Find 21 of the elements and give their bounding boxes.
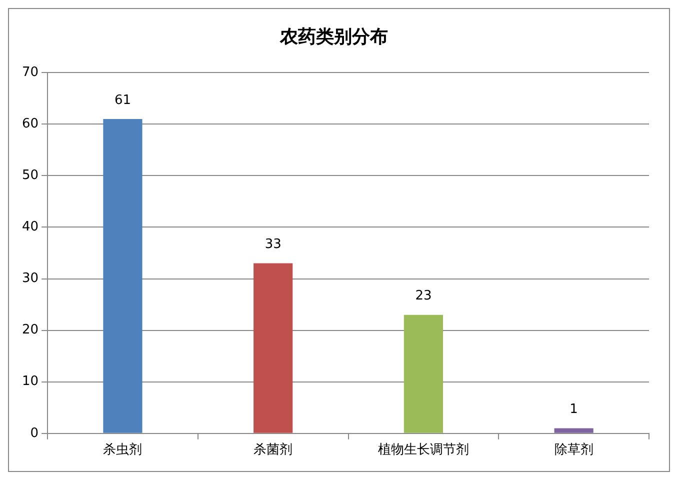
y-tick-label: 0 bbox=[30, 426, 39, 441]
bar bbox=[103, 118, 142, 433]
y-tick-label: 30 bbox=[22, 271, 39, 286]
y-tick-label: 10 bbox=[22, 374, 39, 390]
chart-title: 农药类别分布 bbox=[279, 26, 388, 48]
y-tick-label: 70 bbox=[22, 64, 39, 80]
bar bbox=[554, 428, 594, 433]
x-tick-label: 杀虫剂 bbox=[103, 442, 142, 458]
bar bbox=[404, 314, 443, 433]
y-tick-label: 40 bbox=[22, 220, 39, 235]
y-tick-label: 50 bbox=[22, 168, 39, 184]
x-tick-label: 杀菌剂 bbox=[254, 442, 293, 458]
x-tick-label: 除草剂 bbox=[554, 442, 594, 458]
bar bbox=[254, 263, 293, 433]
y-tick-label: 60 bbox=[22, 116, 39, 132]
data-label: 61 bbox=[114, 92, 131, 108]
data-label: 1 bbox=[570, 402, 578, 418]
data-label: 33 bbox=[264, 237, 282, 252]
x-tick-label: 植物生长调节剂 bbox=[378, 442, 469, 458]
y-tick-label: 20 bbox=[22, 322, 39, 338]
data-label: 23 bbox=[415, 288, 432, 304]
